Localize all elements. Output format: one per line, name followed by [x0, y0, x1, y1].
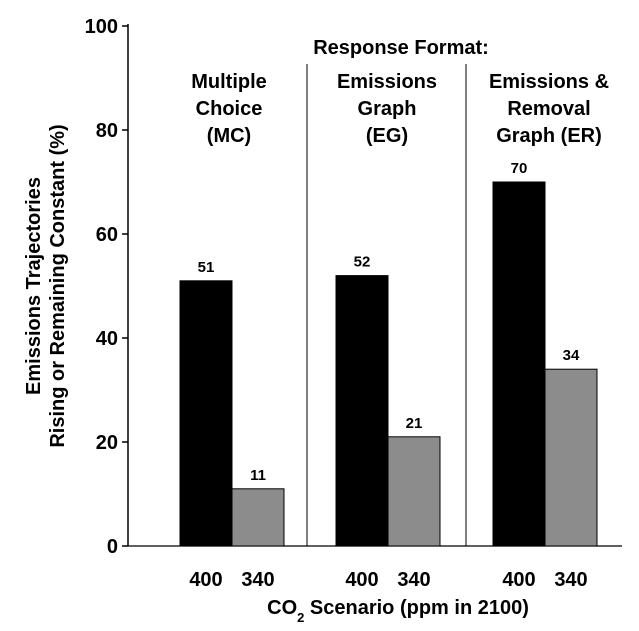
group-label: Graph (ER) [496, 125, 602, 147]
group-label: (EG) [366, 125, 408, 147]
y-tick-label: 20 [96, 432, 118, 454]
bar [179, 280, 233, 547]
x-tick-label: 340 [554, 569, 587, 591]
x-tick-label: 400 [345, 569, 378, 591]
y-tick-label: 60 [96, 224, 118, 246]
bar [387, 436, 441, 547]
y-axis-title-line2: Rising or Remaining Constant (%) [47, 124, 69, 447]
y-tick-label: 40 [96, 328, 118, 350]
x-axis-title-rest: Scenario (ppm in 2100) [304, 597, 529, 619]
x-tick-label: 340 [241, 569, 274, 591]
group-label: Emissions & [489, 71, 609, 93]
group-label: Choice [196, 98, 263, 120]
data-label: 21 [406, 415, 423, 432]
response-format-title: Response Format: [313, 37, 489, 59]
x-tick-label: 340 [397, 569, 430, 591]
y-axis-title-line1: Emissions Trajectories [23, 177, 45, 395]
x-axis-title-main: CO [267, 597, 297, 619]
x-tick-label: 400 [502, 569, 535, 591]
y-tick-label: 0 [107, 536, 118, 558]
group-label: Graph [358, 98, 417, 120]
group-label: Removal [507, 98, 590, 120]
group-label: Emissions [337, 71, 437, 93]
x-axis-title-subscript: 2 [297, 610, 304, 625]
plot-area: 0 20 40 60 80 100 Response Format: Multiple Choi… [23, 16, 622, 625]
bar [335, 275, 389, 547]
group-label: Multiple [191, 71, 267, 93]
bar [544, 368, 598, 547]
x-tick-label: 400 [189, 569, 222, 591]
group-label: (MC) [207, 125, 251, 147]
bar [231, 488, 285, 547]
y-tick-label: 80 [96, 120, 118, 142]
x-axis-title: CO2 Scenario (ppm in 2100) [267, 597, 529, 625]
y-tick-label: 100 [85, 16, 118, 38]
bar [492, 181, 546, 547]
data-label: 51 [198, 259, 215, 276]
data-label: 70 [511, 160, 528, 177]
data-label: 34 [563, 347, 580, 364]
data-label: 11 [250, 467, 266, 484]
data-label: 52 [354, 254, 371, 271]
